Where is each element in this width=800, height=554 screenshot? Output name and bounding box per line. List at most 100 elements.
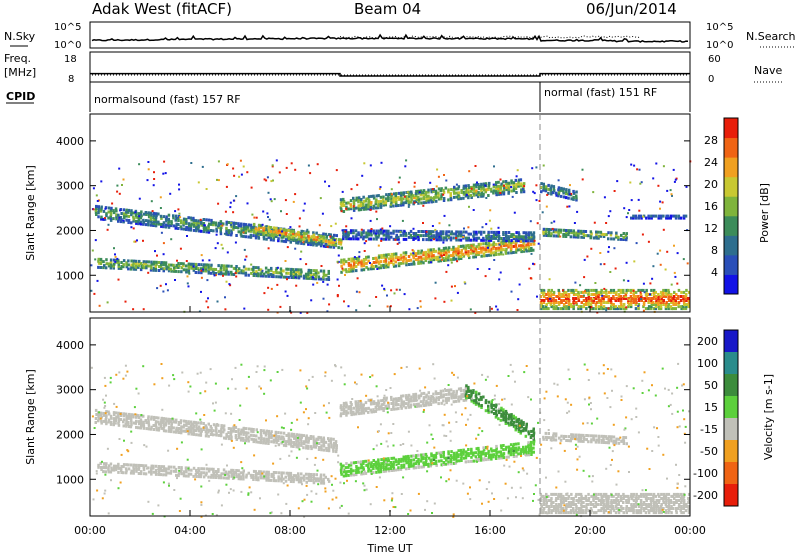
heatmap-cell — [114, 411, 118, 415]
heatmap-cell — [555, 301, 558, 304]
heatmap-cell — [482, 254, 486, 258]
heatmap-cell — [230, 222, 233, 224]
heatmap-cell — [442, 193, 445, 196]
heatmap-cell — [485, 188, 488, 192]
heatmap-cell — [279, 275, 283, 279]
heatmap-cell — [262, 272, 266, 276]
heatmap-cell — [475, 400, 478, 404]
heatmap-cell — [622, 305, 625, 309]
heatmap-cell — [262, 230, 265, 234]
heatmap-cell — [170, 238, 173, 241]
heatmap-cell — [264, 441, 268, 445]
heatmap-cell — [105, 414, 108, 418]
heatmap-cell — [139, 212, 143, 216]
heatmap-cell — [520, 182, 523, 186]
heatmap-cell — [407, 405, 411, 409]
heatmap-cell — [379, 203, 383, 207]
heatmap-cell — [585, 301, 588, 304]
heatmap-cell — [680, 305, 683, 309]
heatmap-cell — [320, 448, 323, 452]
heatmap-cell — [442, 241, 445, 244]
heatmap-cell — [217, 470, 220, 474]
heatmap-cell — [440, 254, 443, 257]
heatmap-cell — [502, 244, 506, 248]
heatmap-cell — [415, 402, 418, 406]
heatmap-cell — [562, 232, 565, 236]
heatmap-cell — [254, 476, 258, 480]
heatmap-cell — [547, 234, 550, 238]
heatmap-cell — [449, 198, 453, 202]
heatmap-cell — [152, 415, 156, 419]
heatmap-cell — [272, 236, 276, 240]
heatmap-cell — [127, 221, 130, 224]
heatmap-cell — [249, 235, 253, 239]
heatmap-cell — [430, 458, 433, 462]
heatmap-cell — [480, 248, 483, 252]
heatmap-cell — [167, 270, 170, 273]
heatmap-cell — [225, 476, 228, 480]
heatmap-cell — [487, 408, 490, 412]
heatmap-cell — [560, 295, 563, 298]
heatmap-cell — [109, 470, 113, 474]
heatmap-cell — [650, 288, 653, 292]
heatmap-cell — [523, 247, 526, 251]
heatmap-cell — [380, 399, 383, 403]
heatmap-cell — [517, 452, 520, 456]
heatmap-cell — [464, 194, 468, 198]
heatmap-cell — [272, 479, 276, 483]
heatmap-cell — [445, 252, 448, 256]
heatmap-cell — [302, 442, 306, 446]
heatmap-cell — [472, 209, 475, 211]
heatmap-cell — [435, 463, 438, 467]
heatmap-cell — [417, 249, 420, 253]
heatmap-cell — [542, 511, 545, 515]
heatmap-cell — [484, 399, 488, 403]
heatmap-cell — [402, 457, 405, 461]
heatmap-cell — [294, 435, 298, 439]
heatmap-cell — [545, 234, 548, 237]
heatmap-cell — [234, 425, 238, 429]
heatmap-cell — [345, 233, 348, 237]
heatmap-cell — [402, 261, 405, 265]
heatmap-cell — [654, 305, 658, 309]
heatmap-cell — [436, 168, 439, 171]
heatmap-cell — [397, 403, 400, 407]
heatmap-cell — [650, 216, 653, 220]
heatmap-cell — [332, 445, 336, 449]
heatmap-cell — [439, 389, 443, 393]
heatmap-cell — [465, 188, 468, 192]
heatmap-cell — [420, 197, 423, 201]
heatmap-cell — [370, 228, 373, 230]
heatmap-cell — [172, 430, 176, 434]
heatmap-cell — [294, 168, 297, 171]
heatmap-cell — [657, 214, 661, 218]
heatmap-cell — [510, 247, 513, 251]
heatmap-cell — [127, 219, 131, 222]
heatmap-cell — [274, 436, 278, 440]
heatmap-cell — [121, 184, 123, 186]
heatmap-cell — [684, 293, 688, 296]
heatmap-cell — [294, 276, 297, 279]
heatmap-cell — [180, 466, 183, 470]
heatmap-cell — [355, 465, 358, 468]
heatmap-cell — [135, 419, 138, 423]
heatmap-cell — [349, 471, 353, 475]
heatmap-cell — [674, 178, 677, 181]
heatmap-cell — [399, 203, 403, 207]
heatmap-cell — [360, 259, 363, 262]
heatmap-cell — [444, 258, 448, 262]
heatmap-cell — [557, 228, 561, 232]
heatmap-cell — [432, 248, 435, 252]
heatmap-cell — [552, 228, 556, 232]
heatmap-cell — [382, 461, 385, 465]
heatmap-cell — [167, 219, 171, 223]
heatmap-cell — [477, 251, 481, 254]
heatmap-cell — [550, 492, 553, 496]
heatmap-cell — [313, 477, 316, 481]
heatmap-cell — [340, 238, 343, 242]
heatmap-cell — [252, 234, 255, 238]
heatmap-cell — [549, 234, 553, 238]
heatmap-cell — [627, 212, 629, 215]
heatmap-cell — [270, 436, 273, 440]
heatmap-cell — [352, 206, 356, 210]
